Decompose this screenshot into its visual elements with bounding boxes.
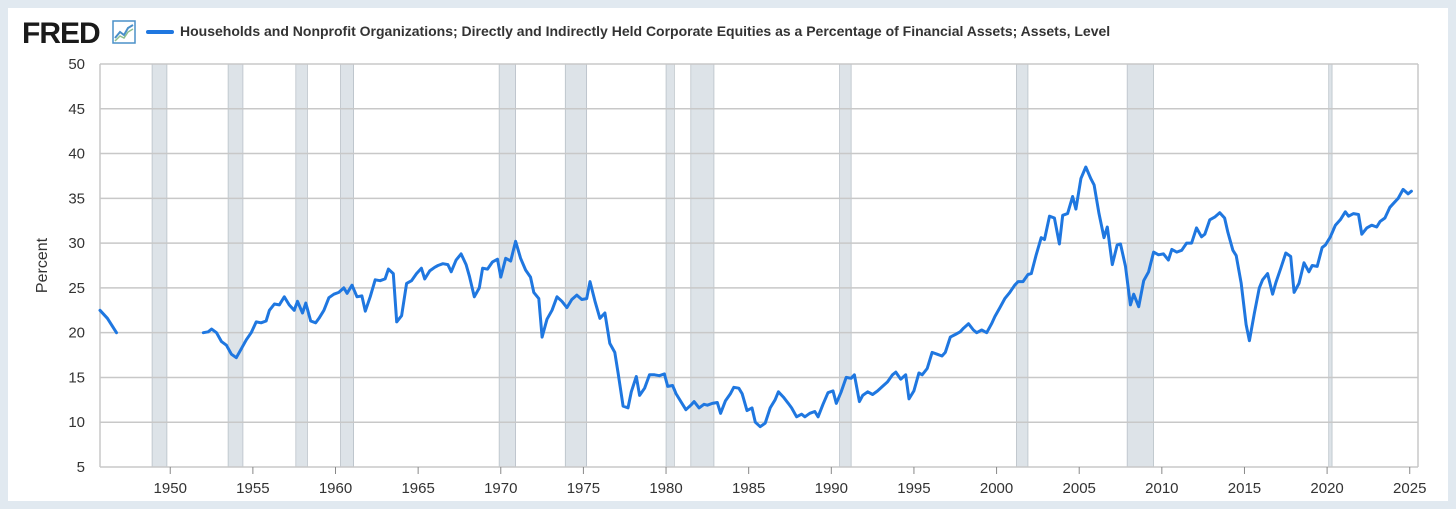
y-tick-label: 35: [68, 190, 85, 207]
fred-logo[interactable]: FRED: [22, 17, 101, 50]
x-tick-label: 2005: [1063, 480, 1096, 497]
recession-band: [151, 63, 168, 468]
legend-swatch: [146, 30, 174, 34]
recession-band: [227, 63, 244, 468]
recession-band: [564, 63, 588, 468]
recession-band: [295, 63, 308, 468]
recession-band: [498, 63, 516, 468]
y-tick-label: 25: [68, 280, 85, 297]
y-tick-label: 5: [77, 459, 85, 476]
recession-band: [665, 63, 675, 468]
series-line[interactable]: [201, 165, 1413, 429]
y-tick-label: 10: [68, 414, 85, 431]
y-tick-label: 50: [68, 56, 85, 73]
gridlines: [100, 63, 1418, 468]
line-graph-icon: [112, 20, 136, 44]
x-tick-label: 1970: [484, 480, 517, 497]
x-tick-label: 1985: [732, 480, 765, 497]
recession-band: [1016, 63, 1029, 468]
recession-bands: [151, 63, 1333, 468]
recession-band: [839, 63, 852, 468]
y-tick-label: 20: [68, 325, 85, 342]
recession-band: [1328, 63, 1333, 468]
y-tick-label: 30: [68, 235, 85, 252]
x-tick-label: 1995: [897, 480, 930, 497]
x-tick-label: 2020: [1310, 480, 1343, 497]
x-tick-label: 2025: [1393, 480, 1426, 497]
x-tick-label: 1955: [236, 480, 269, 497]
x-tick-label: 2000: [980, 480, 1013, 497]
x-tick-label: 2015: [1228, 480, 1261, 497]
chart-header: FRED Households and Nonprofit Organizati…: [8, 8, 1448, 56]
x-tick-label: 1975: [567, 480, 600, 497]
y-tick-label: 15: [68, 369, 85, 386]
x-tick-label: 1965: [401, 480, 434, 497]
x-tick-label: 1990: [815, 480, 848, 497]
x-tick-label: 2010: [1145, 480, 1178, 497]
y-axis-label: Percent: [34, 237, 51, 293]
x-tick-label: 1950: [154, 480, 187, 497]
x-tick-label: 1980: [649, 480, 682, 497]
y-tick-label: 40: [68, 146, 85, 163]
y-tick-label: 45: [68, 101, 85, 118]
x-tick-label: 1960: [319, 480, 352, 497]
recession-band: [340, 63, 354, 468]
series-line[interactable]: [98, 308, 118, 335]
data-series[interactable]: [98, 165, 1413, 429]
legend-label[interactable]: Households and Nonprofit Organizations; …: [180, 23, 1111, 39]
chart-frame: FRED Households and Nonprofit Organizati…: [8, 8, 1448, 501]
